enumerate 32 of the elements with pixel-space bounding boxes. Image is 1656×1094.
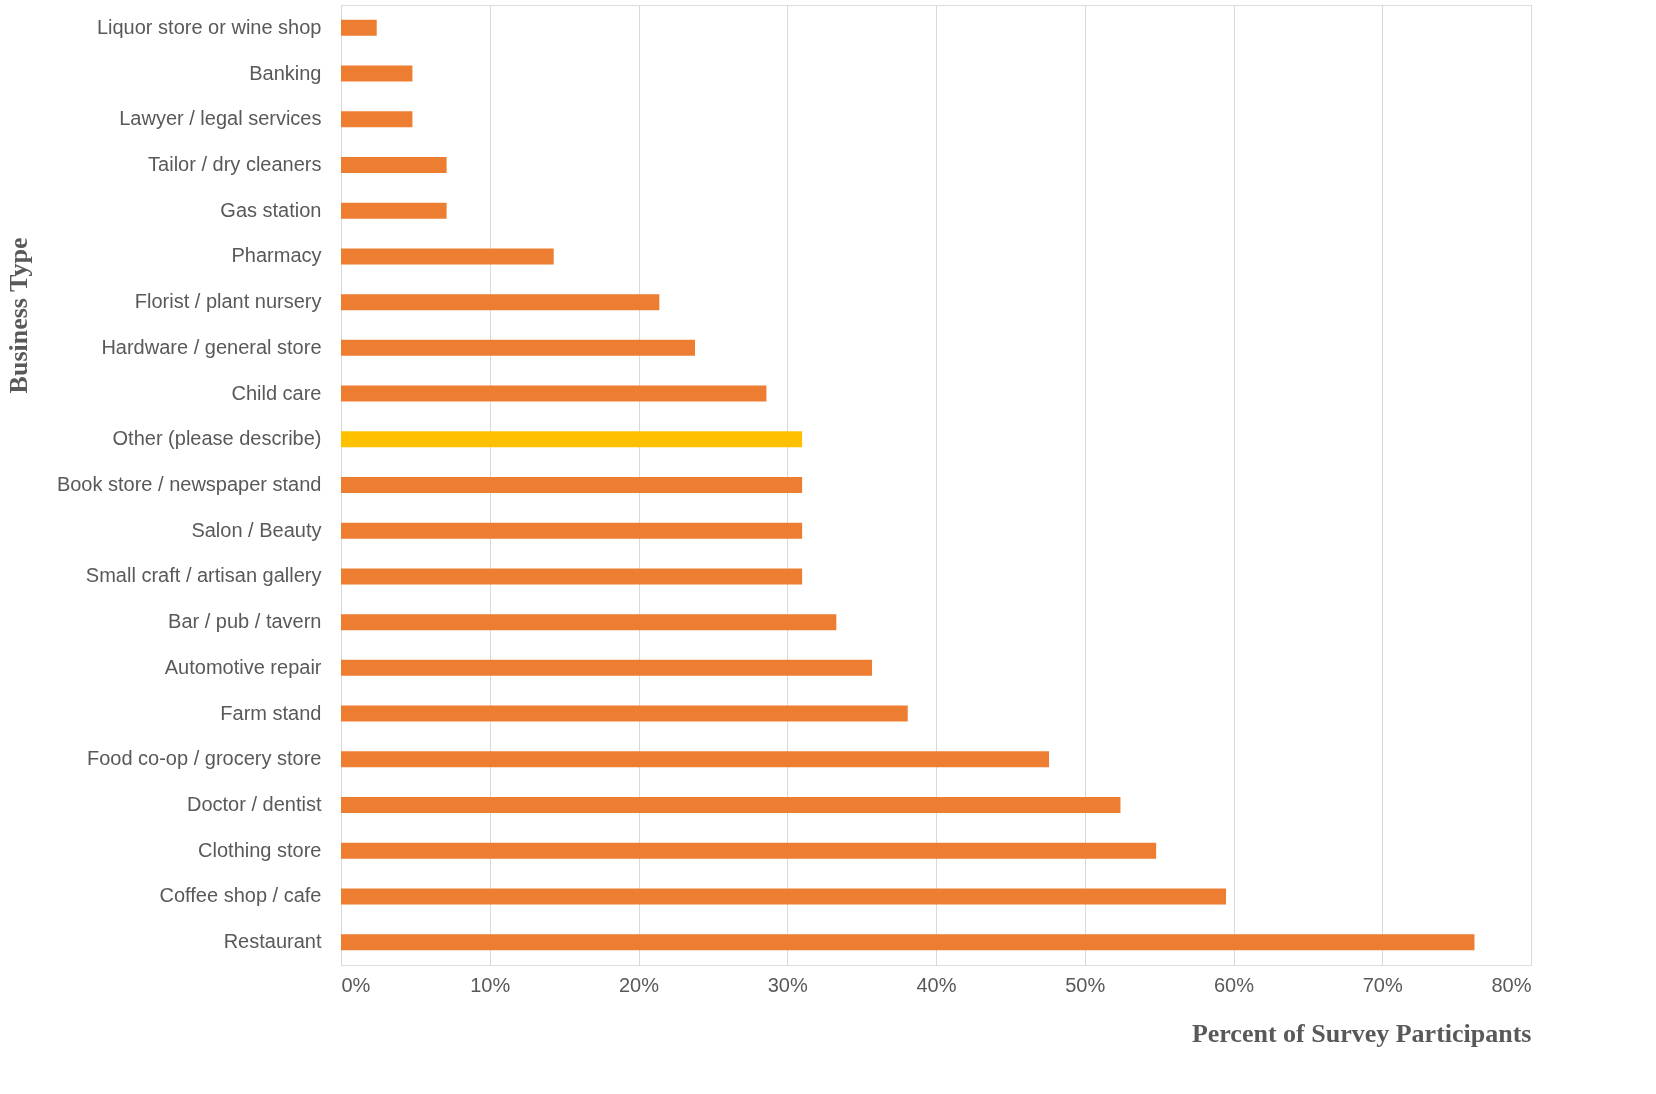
y-tick-label: Other (please describe)	[112, 427, 322, 450]
x-tick-label: 30%	[767, 973, 808, 996]
y-tick-label: Coffee shop / cafe	[159, 884, 322, 907]
x-tick-label: 80%	[1491, 973, 1532, 996]
y-tick-label: Tailor / dry cleaners	[148, 153, 322, 175]
y-tick-label: Gas station	[220, 198, 322, 221]
y-tick-label: Child care	[231, 381, 322, 404]
x-tick-label: 0%	[341, 973, 371, 996]
y-tick-label: Food co-op / grocery store	[86, 747, 322, 770]
y-tick-label: Florist / plant nursery	[134, 290, 322, 313]
y-tick-label: Doctor / dentist	[186, 793, 322, 815]
y-tick-label: Liquor store or wine shop	[96, 15, 322, 38]
x-tick-label: 20%	[618, 973, 660, 996]
x-axis-title: Percent of Survey Participants	[1191, 1018, 1532, 1048]
y-tick-label: Pharmacy	[231, 244, 322, 267]
y-tick-label: Banking	[249, 61, 322, 84]
x-tick-label: 10%	[470, 973, 511, 996]
y-axis-title: Business Type	[3, 237, 33, 394]
x-tick-label: 60%	[1213, 973, 1255, 996]
x-tick-label: 70%	[1362, 973, 1403, 996]
y-tick-label: Book store / newspaper stand	[56, 473, 322, 495]
y-tick-label: Bar / pub / tavern	[168, 610, 322, 633]
y-tick-label: Hardware / general store	[101, 335, 322, 358]
y-tick-label: Clothing store	[198, 838, 322, 861]
y-tick-label: Restaurant	[223, 930, 322, 953]
y-tick-label: Lawyer / legal services	[119, 107, 322, 130]
x-tick-label: 50%	[1065, 973, 1106, 996]
y-tick-label: Salon / Beauty	[191, 518, 322, 541]
y-tick-label: Farm stand	[220, 701, 322, 724]
y-tick-label: Automotive repair	[164, 655, 322, 678]
x-tick-label: 40%	[916, 973, 957, 996]
y-tick-label: Small craft / artisan gallery	[85, 564, 322, 587]
